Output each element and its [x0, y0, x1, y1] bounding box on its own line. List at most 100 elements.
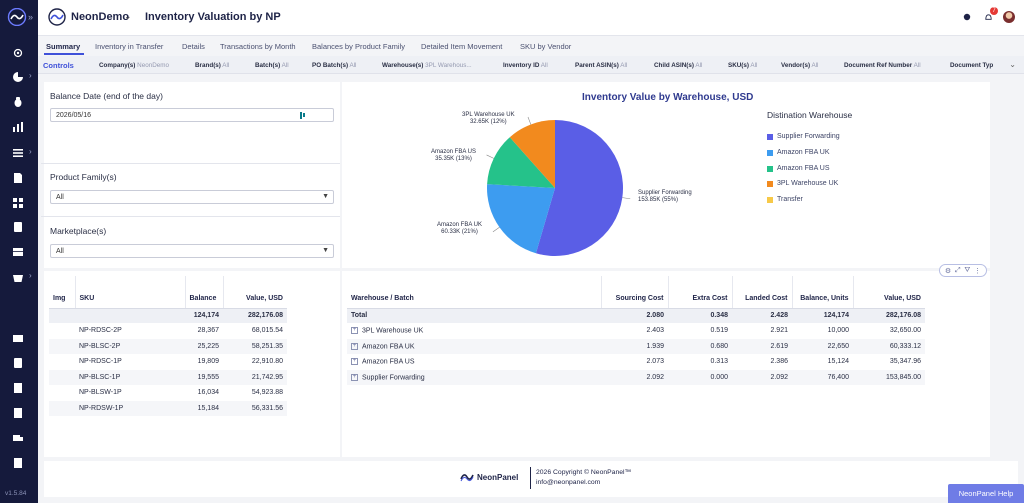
table-row[interactable]: NP-RDSC-1P 19,809 22,910.80 [79, 358, 283, 366]
filter-inventory-id[interactable]: Inventory ID All [503, 62, 548, 69]
filter-document-type[interactable]: Document Typ [950, 62, 994, 69]
settings-icon[interactable] [11, 46, 25, 60]
col-value[interactable]: Value, USD [852, 276, 925, 309]
grid-icon[interactable] [11, 196, 25, 210]
pie-slice-supplier-forwarding[interactable] [535, 120, 623, 256]
truck-icon[interactable] [11, 431, 25, 445]
pie-leader-line [527, 116, 532, 125]
tab-sku-by-vendor[interactable]: SKU by Vendor [520, 42, 572, 51]
expand-icon[interactable]: ⤢ [954, 266, 961, 274]
neonpanel-logo-icon[interactable] [6, 8, 28, 26]
table-row[interactable]: + Amazon FBA US 2.073 0.313 2.386 15,124 35,3… [351, 358, 921, 366]
inbox-icon[interactable] [11, 331, 25, 345]
col-value[interactable]: Value, USD [222, 276, 287, 309]
filter-icon[interactable]: ⛛ [964, 266, 971, 274]
marketplace-select[interactable]: All ▼ [50, 244, 334, 258]
pie-slice-amazon-fba-uk[interactable] [487, 184, 555, 254]
pie-slice-amazon-fba-us[interactable] [487, 137, 555, 188]
controls-label[interactable]: Controls [43, 61, 74, 70]
expand-row-icon[interactable]: + [351, 327, 358, 335]
col-warehouse[interactable]: Warehouse / Batch [347, 276, 601, 309]
product-family-select[interactable]: All ▼ [50, 190, 334, 204]
filter-vendor[interactable]: Vendor(s) All [781, 62, 819, 69]
tab-balances-by-product-family[interactable]: Balances by Product Family [312, 42, 405, 51]
cart-icon[interactable] [11, 381, 25, 395]
tab-inventory-in-transfer[interactable]: Inventory in Transfer [95, 42, 164, 51]
divider [530, 467, 531, 489]
book-icon[interactable] [11, 220, 25, 234]
divider [41, 216, 340, 217]
basket-icon[interactable]: › [11, 270, 32, 284]
calendar-icon[interactable] [300, 111, 307, 119]
table-row[interactable]: + Supplier Forwarding 2.092 0.000 2.092 76,4… [347, 369, 925, 385]
collapse-controls-icon[interactable]: ⌄ [1009, 60, 1016, 69]
document-icon[interactable] [11, 171, 25, 185]
expand-row-icon[interactable]: + [351, 373, 358, 381]
filter-document-ref[interactable]: Document Ref Number All [844, 62, 921, 69]
chevron-down-icon[interactable]: ⌄ [124, 11, 132, 21]
report-tabs: Summary Inventory in Transfer Details Tr… [38, 36, 1024, 56]
filter-sku[interactable]: SKU(s) All [728, 62, 758, 69]
legend-item-amazon-us[interactable]: Amazon FBA US [767, 165, 830, 172]
balance-date-input[interactable]: 2026/05/16 [50, 108, 334, 122]
active-tab-indicator [44, 53, 84, 55]
file-icon[interactable] [11, 406, 25, 420]
export-icon[interactable] [11, 456, 25, 470]
table-row[interactable]: +3PL Warehouse UK 2.403 0.519 2.921 10,000 3… [351, 327, 921, 335]
divider [41, 163, 340, 164]
footer-email[interactable]: info@neonpanel.com [536, 479, 601, 486]
pie-chart [486, 116, 631, 256]
legend-item-transfer[interactable]: Transfer [767, 196, 803, 203]
company-selector[interactable]: NeonDemo [71, 11, 130, 23]
bug-icon[interactable] [11, 95, 25, 109]
filter-po-batch[interactable]: PO Batch(s) All [312, 62, 357, 69]
filter-batch[interactable]: Batch(s) All [255, 62, 289, 69]
tab-summary[interactable]: Summary [46, 42, 81, 51]
avatar[interactable] [1002, 10, 1016, 24]
table-row[interactable]: NP-BLSC-2P 25,225 58,251.35 [49, 338, 287, 354]
table-row[interactable]: NP-RDSC-2P 28,367 68,015.54 [79, 327, 283, 335]
warehouse-table: Warehouse / Batch Sourcing Cost Extra Co… [347, 276, 925, 385]
pie-chart-icon[interactable]: › [11, 70, 32, 84]
col-balance-units[interactable]: Balance, Units [791, 276, 853, 309]
col-sku[interactable]: SKU [74, 276, 185, 309]
tab-transactions-by-month[interactable]: Transactions by Month [220, 42, 296, 51]
table-icon[interactable] [11, 245, 25, 259]
table-row[interactable]: NP-RDSW-1P 15,184 56,331.56 [49, 400, 287, 416]
settings-icon[interactable]: ⚙ [944, 267, 952, 275]
col-extra-cost[interactable]: Extra Cost [667, 276, 732, 309]
table-toolbar: ⚙ ⤢ ⛛ ⋮ [939, 264, 987, 277]
tab-detailed-item-movement[interactable]: Detailed Item Movement [421, 42, 503, 51]
col-sourcing-cost[interactable]: Sourcing Cost [600, 276, 668, 309]
list-icon[interactable]: › [11, 146, 32, 160]
legend-item-amazon-uk[interactable]: Amazon FBA UK [767, 149, 830, 156]
bell-icon[interactable]: 7 [981, 7, 998, 24]
table-row[interactable]: NP-BLSC-1P 19,555 21,742.95 [49, 369, 287, 385]
filter-child-asin[interactable]: Child ASIN(s) All [654, 62, 703, 69]
more-icon[interactable]: ⋮ [974, 267, 982, 275]
expand-sidebar-icon[interactable]: » [28, 12, 34, 22]
filter-parent-asin[interactable]: Parent ASIN(s) All [575, 62, 628, 69]
table-row[interactable]: + Amazon FBA UK 1.939 0.680 2.619 22,650 60,3… [347, 338, 925, 354]
legend-item-supplier[interactable]: Supplier Forwarding [767, 133, 840, 140]
legend-item-3pl[interactable]: 3PL Warehouse UK [767, 180, 838, 187]
filter-company[interactable]: Company(s) NeonDemo [99, 62, 169, 69]
footer-brand: NeonPanel [477, 473, 519, 482]
help-button[interactable]: NeonPanel Help [948, 484, 1024, 503]
chevron-down-icon: ▼ [322, 247, 329, 254]
balance-date-label: Balance Date (end of the day) [50, 91, 163, 101]
sidebar: » › › › v1.5.84 [0, 0, 38, 503]
expand-row-icon[interactable]: + [351, 358, 358, 366]
table-row[interactable]: NP-BLSW-1P 16,034 54,923.88 [79, 389, 283, 397]
filter-warehouse[interactable]: Warehouse(s) 3PL Warehous... [382, 62, 472, 69]
tab-details[interactable]: Details [182, 42, 205, 51]
col-landed-cost[interactable]: Landed Cost [731, 276, 792, 309]
filter-brand[interactable]: Brand(s) All [195, 62, 230, 69]
theme-toggle-icon[interactable] [960, 10, 974, 24]
col-img[interactable]: Img [49, 276, 75, 309]
database-icon[interactable] [11, 356, 25, 370]
expand-row-icon[interactable]: + [351, 342, 358, 350]
pie-slice-3pl-warehouse-uk[interactable] [509, 120, 555, 188]
bar-chart-icon[interactable] [11, 120, 25, 134]
col-balance[interactable]: Balance [184, 276, 223, 309]
